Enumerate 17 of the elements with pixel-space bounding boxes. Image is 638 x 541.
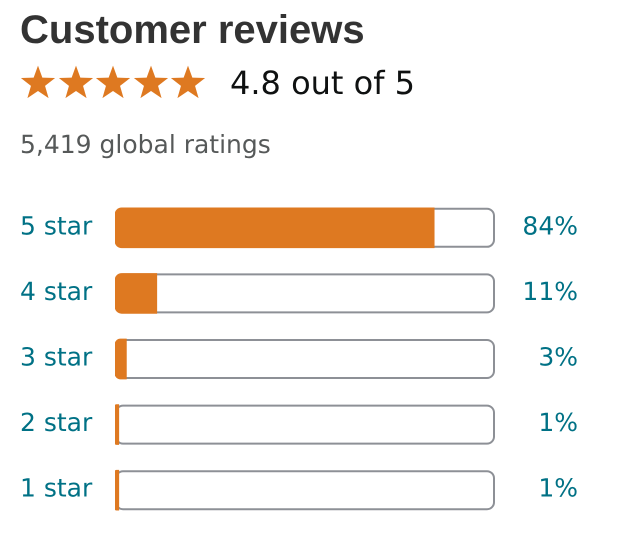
data-label: 84% [522,211,578,240]
bar [115,404,120,445]
data-label: 1% [538,408,578,438]
chart-subtitle: 4.8 out of 5 [230,64,416,102]
chart-title: Customer reviews [20,8,365,52]
bar [115,273,158,314]
data-label: 3% [538,342,578,372]
y-tick-label: 1 star [20,474,93,503]
y-tick-label: 4 star [20,276,93,306]
text: 5,419 global ratings [20,130,271,160]
data-label: 1% [538,474,578,503]
y-tick-label: 2 star [20,408,93,438]
data-label: 11% [522,276,578,306]
y-tick-label: 3 star [20,342,93,372]
y-tick-label: 5 star [20,211,93,240]
bar [115,470,120,511]
bar [115,338,127,380]
